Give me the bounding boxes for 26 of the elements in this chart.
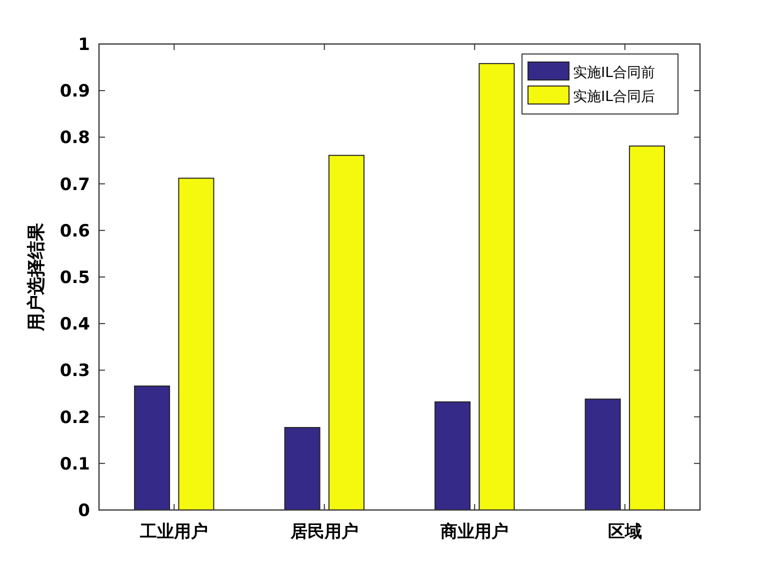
- y-tick-label: 0.1: [60, 454, 90, 474]
- bar: [478, 63, 515, 510]
- bar: [628, 146, 665, 510]
- x-tick-label: 商业用户: [440, 522, 509, 542]
- x-tick-label: 工业用户: [139, 522, 208, 542]
- bar: [328, 154, 364, 510]
- y-axis-title: 用户选择结果: [26, 222, 47, 332]
- y-tick-label: 0.5: [60, 268, 90, 288]
- bar: [134, 386, 170, 510]
- y-tick-label: 1: [78, 35, 90, 55]
- bar: [284, 427, 320, 510]
- y-tick-label: 0.7: [60, 174, 90, 195]
- y-tick-label: 0.9: [60, 82, 90, 102]
- bar: [434, 401, 471, 510]
- bar: [584, 398, 621, 510]
- y-tick-label: 0.8: [60, 128, 90, 148]
- y-tick-label: 0.4: [60, 314, 90, 335]
- y-tick-label: 0: [78, 501, 90, 521]
- x-tick-label: 区域: [608, 522, 642, 542]
- y-tick-label: 0.2: [60, 408, 90, 428]
- bar: [178, 178, 214, 510]
- y-tick-label: 0.6: [60, 221, 90, 242]
- legend-label: 实施IL合同前: [573, 65, 655, 81]
- legend-label: 实施IL合同后: [573, 89, 655, 105]
- x-tick-label: 居民用户: [289, 522, 358, 542]
- y-tick-label: 0.3: [60, 361, 90, 382]
